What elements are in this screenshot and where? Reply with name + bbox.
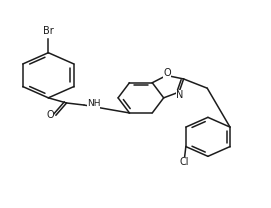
Text: Cl: Cl — [180, 157, 189, 167]
Text: Br: Br — [43, 26, 54, 36]
Text: O: O — [46, 110, 54, 120]
Text: N: N — [176, 89, 183, 99]
Text: NH: NH — [87, 99, 100, 109]
Text: O: O — [163, 68, 171, 78]
